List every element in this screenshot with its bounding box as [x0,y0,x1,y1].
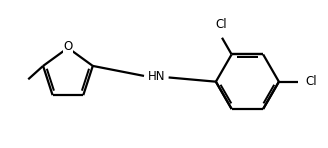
Text: HN: HN [148,70,165,83]
Text: Cl: Cl [215,18,227,31]
Text: O: O [63,40,72,53]
Text: Cl: Cl [305,75,317,88]
